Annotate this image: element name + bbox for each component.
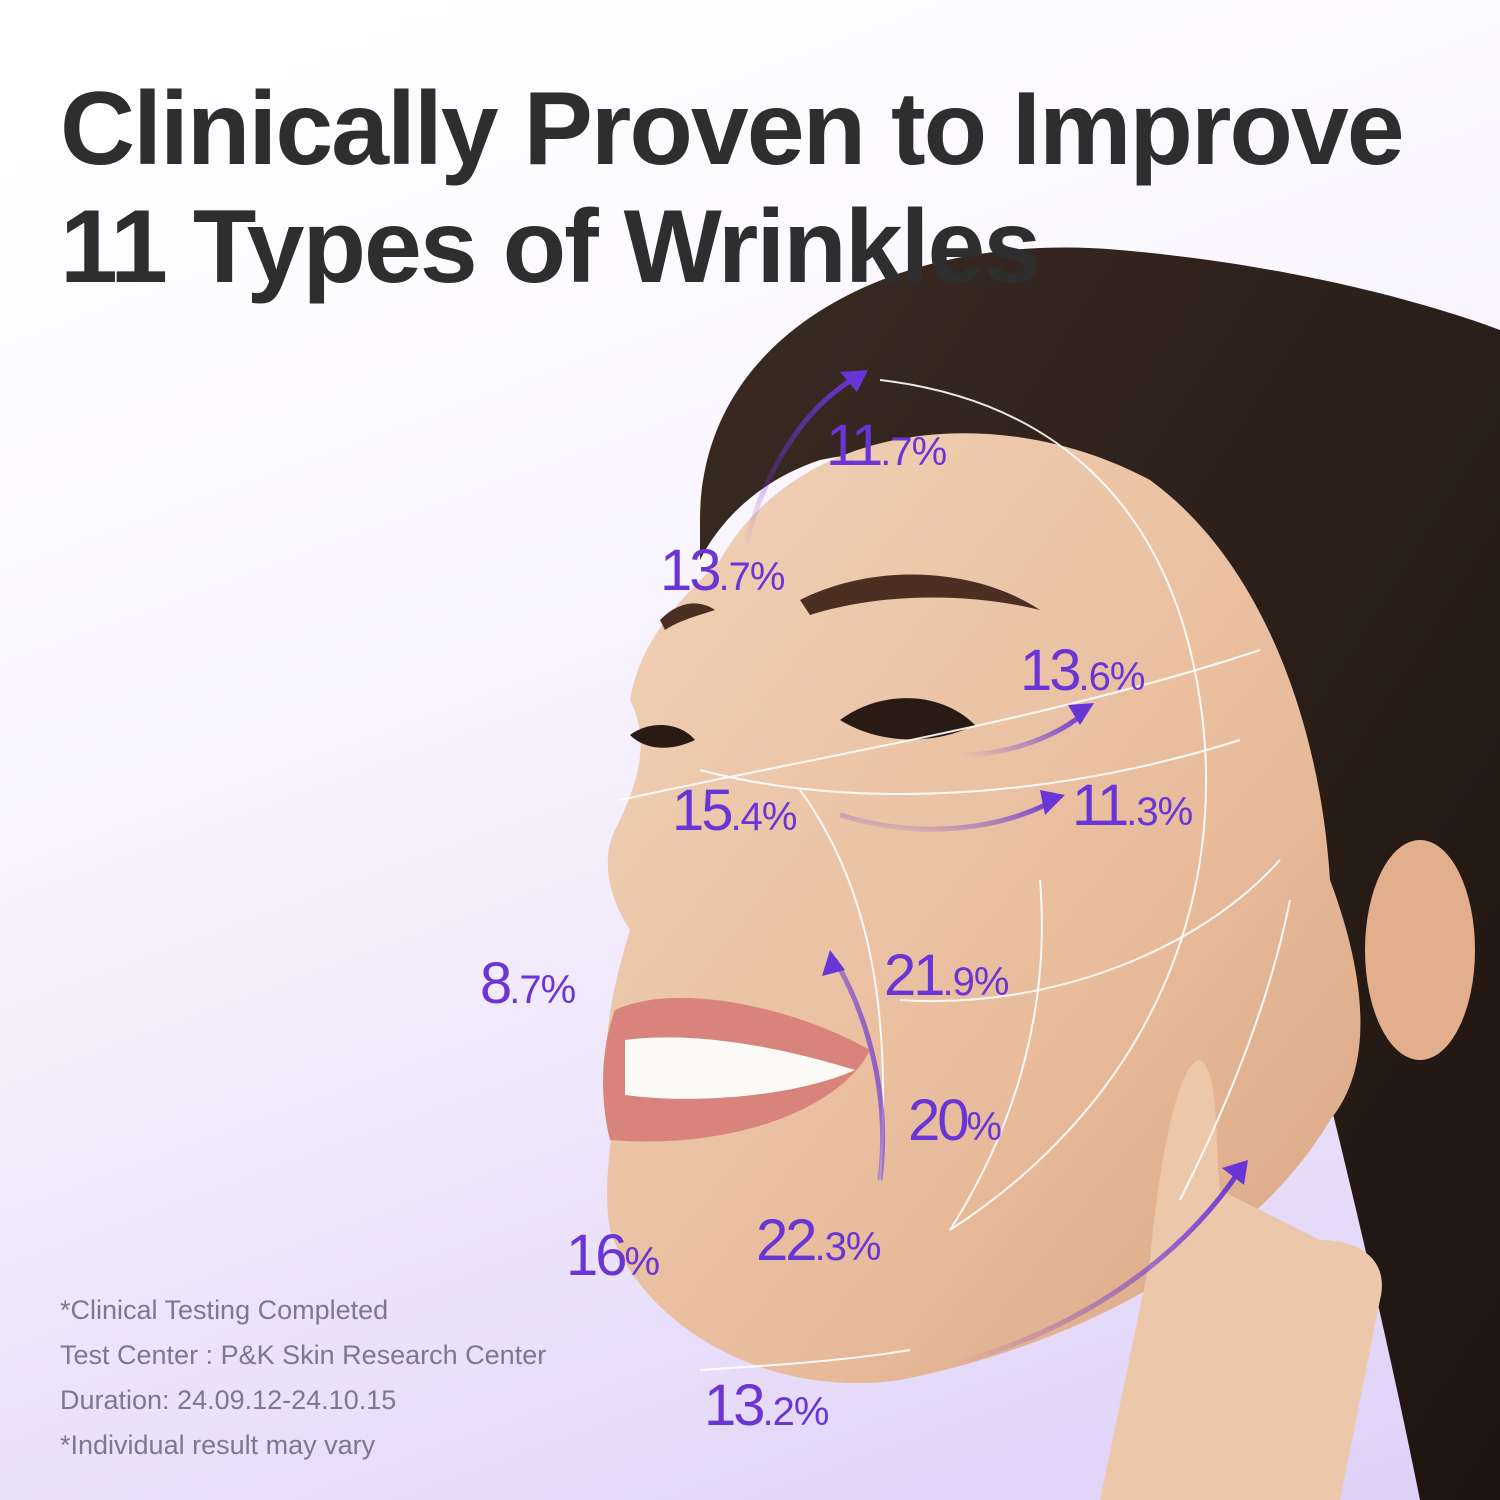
- stat-forehead: 13.7%: [660, 537, 786, 604]
- headline-line-2: 11 Types of Wrinkles: [60, 189, 1041, 305]
- stat-nasolabial: 20%: [908, 1087, 1003, 1154]
- stat-value: 13: [660, 538, 721, 603]
- arrowhead-icon: [1068, 703, 1094, 725]
- eye: [840, 698, 975, 740]
- stat-value: 11: [1072, 773, 1129, 838]
- stat-crows-feet: 13.6%: [1020, 637, 1146, 704]
- stat-chin: 16%: [566, 1222, 661, 1289]
- stat-cheek: 21.9%: [884, 942, 1010, 1009]
- stat-decimal: %: [966, 1105, 1003, 1149]
- eyebrow: [800, 574, 1040, 615]
- stat-value: 13: [704, 1373, 765, 1438]
- stat-lip: 8.7%: [480, 950, 576, 1017]
- stat-value: 8: [480, 951, 512, 1016]
- note-test-center: Test Center : P&K Skin Research Center: [60, 1340, 547, 1370]
- stat-value: 22: [756, 1208, 817, 1273]
- stat-decimal: %: [624, 1240, 661, 1284]
- arrowhead-icon: [822, 950, 845, 976]
- stat-forehead-upper: 11.7%: [826, 412, 947, 479]
- headline-line-1: Clinically Proven to Improve: [60, 71, 1405, 187]
- stat-jawline: 13.2%: [704, 1372, 830, 1439]
- stat-decimal: .7%: [880, 430, 947, 474]
- stat-decimal: .3%: [1126, 790, 1193, 834]
- arrowheads: [822, 370, 1248, 1185]
- arrowhead-icon: [840, 370, 868, 392]
- stat-value: 20: [908, 1088, 969, 1153]
- note-duration: Duration: 24.09.12-24.10.15: [60, 1385, 397, 1415]
- stat-marionette: 22.3%: [756, 1207, 882, 1274]
- stat-value: 11: [826, 413, 883, 478]
- stat-value: 15: [672, 778, 733, 843]
- stat-value: 21: [884, 943, 945, 1008]
- ear: [1365, 840, 1475, 1060]
- stat-decimal: .3%: [814, 1225, 882, 1269]
- hair: [700, 247, 1500, 1500]
- note-individual: *Individual result may vary: [60, 1430, 376, 1460]
- disclaimer-notes: *Clinical Testing Completed Test Center …: [60, 1288, 546, 1468]
- stat-cheek-upper: 11.3%: [1072, 772, 1193, 839]
- arrowhead-icon: [1040, 790, 1065, 815]
- stat-decimal: .4%: [730, 795, 798, 839]
- stat-decimal: .7%: [509, 968, 576, 1012]
- hand: [1100, 1060, 1382, 1500]
- note-clinical: *Clinical Testing Completed: [60, 1295, 389, 1325]
- stat-decimal: .6%: [1078, 655, 1146, 699]
- arrowhead-icon: [1222, 1160, 1248, 1185]
- stat-value: 13: [1020, 638, 1081, 703]
- stat-under-eye: 15.4%: [672, 777, 798, 844]
- stat-decimal: .9%: [942, 960, 1010, 1004]
- stat-decimal: .7%: [718, 555, 786, 599]
- stat-decimal: .2%: [762, 1390, 830, 1434]
- stat-value: 16: [566, 1223, 627, 1288]
- headline: Clinically Proven to Improve 11 Types of…: [60, 70, 1405, 306]
- arrows: [742, 375, 1243, 1368]
- eye: [630, 724, 695, 748]
- teeth: [625, 1037, 855, 1099]
- eyebrow: [660, 603, 715, 630]
